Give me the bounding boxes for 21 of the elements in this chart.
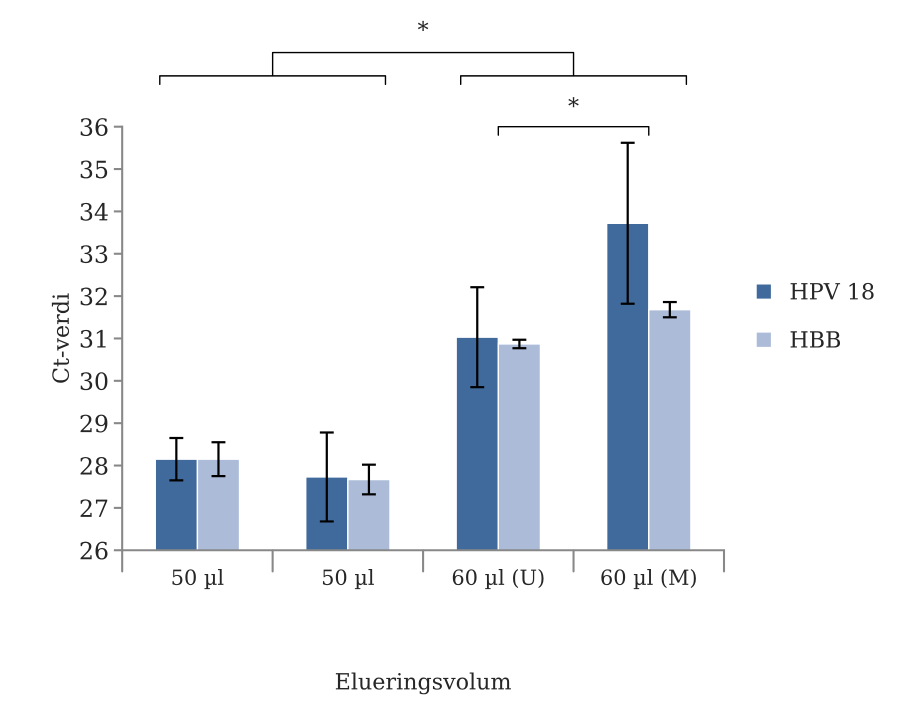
- y-tick-label: 34: [80, 202, 108, 221]
- y-tick-label: 26: [80, 542, 108, 560]
- y-tick-label: 36: [80, 118, 108, 136]
- x-axis-title: Elueringsvolum: [336, 672, 511, 694]
- x-tick-label: 50 µl: [322, 568, 374, 590]
- legend-label: HBB: [790, 331, 840, 348]
- y-tick-label: 30: [80, 372, 108, 390]
- y-tick-label: 35: [80, 160, 108, 178]
- y-tick-label: 27: [80, 499, 108, 517]
- x-tick-label: 60 µl (U): [452, 568, 544, 590]
- y-tick-label: 32: [80, 288, 107, 306]
- x-tick-label: 60 µl (M): [601, 568, 696, 590]
- y-tick-label: 31: [80, 330, 106, 348]
- text: *: [568, 97, 579, 108]
- y-axis-title: Ct-verdi: [52, 293, 70, 383]
- y-tick-label: 28: [80, 456, 108, 475]
- x-tick-label: 50 µl: [172, 568, 224, 590]
- text: *: [418, 20, 428, 31]
- y-tick-label: 29: [80, 414, 108, 432]
- y-tick-label: 33: [80, 245, 108, 264]
- legend-label: HPV 18: [790, 282, 874, 300]
